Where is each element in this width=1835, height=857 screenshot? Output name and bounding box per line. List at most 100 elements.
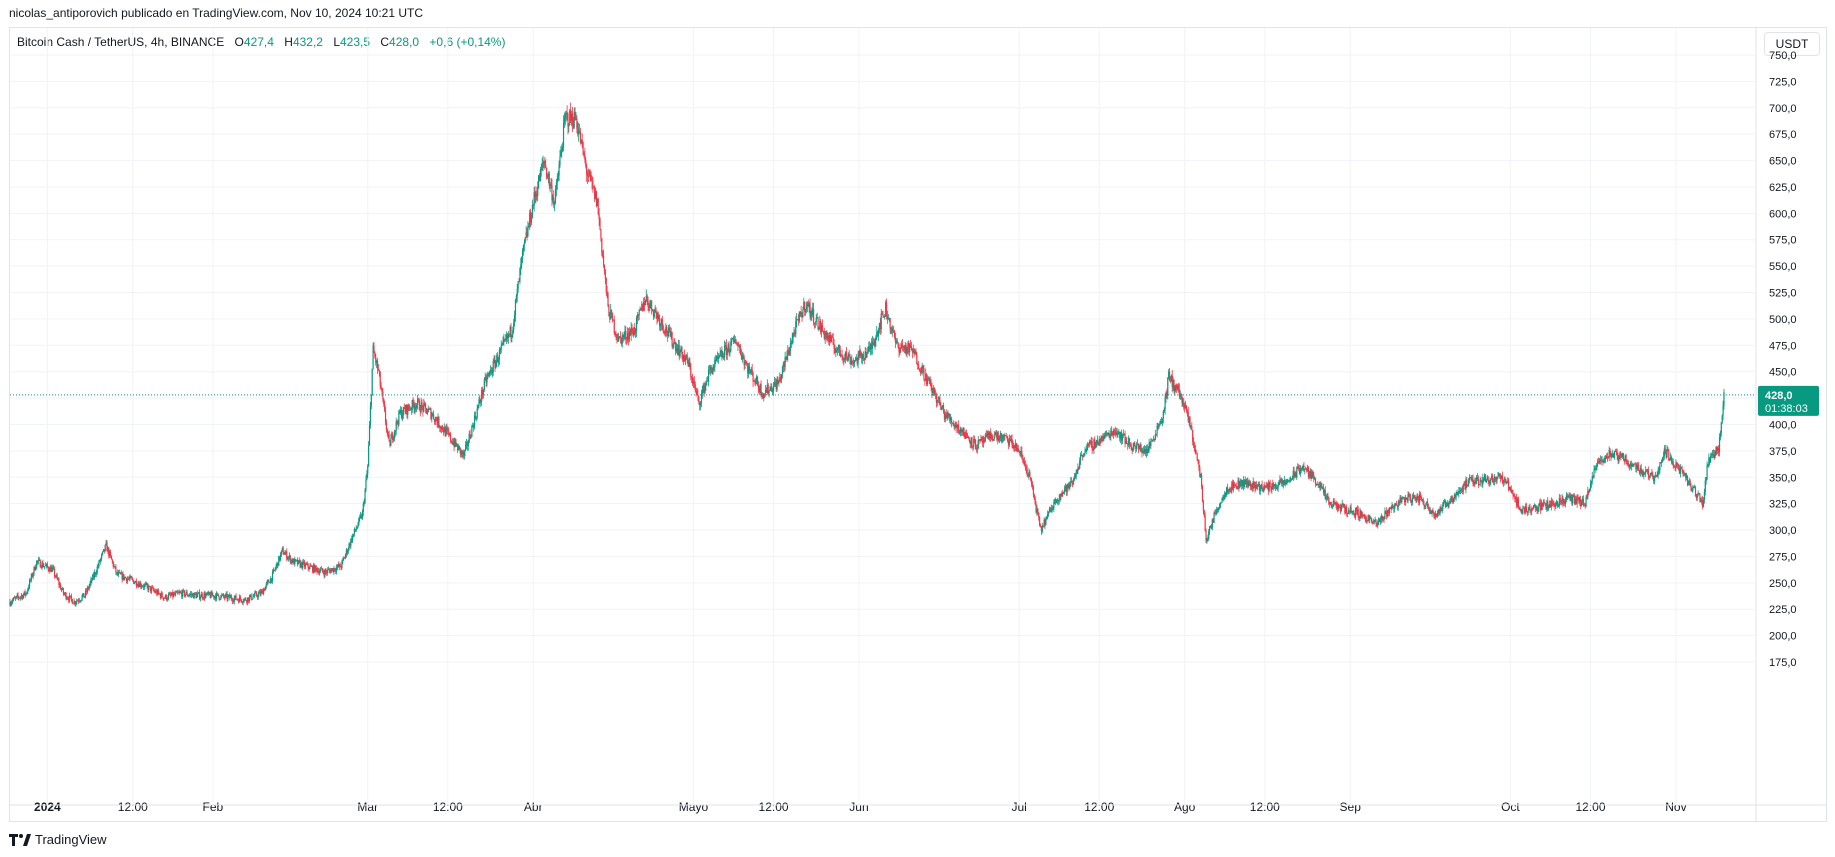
candle-down <box>570 110 572 121</box>
candle-down <box>926 373 928 385</box>
candle-up <box>1128 438 1130 446</box>
legend-high-label: H <box>284 35 293 49</box>
candle-down <box>1651 472 1653 476</box>
candle-down <box>910 346 913 351</box>
candle-up <box>966 437 969 438</box>
candle-down <box>774 381 776 384</box>
candle-up <box>1523 507 1525 509</box>
candle-down <box>209 594 211 598</box>
candle-down <box>392 433 394 441</box>
candle-up <box>1294 472 1296 477</box>
candle-down <box>326 571 328 573</box>
candle-down <box>435 417 437 421</box>
candle-up <box>1643 474 1645 476</box>
candle-up <box>270 578 272 584</box>
currency-button[interactable]: USDT <box>1764 32 1820 56</box>
candle-down <box>485 377 487 383</box>
candle-down <box>430 409 432 419</box>
candle-up <box>784 356 786 367</box>
candle-up <box>1162 411 1164 419</box>
candle-up <box>261 590 263 592</box>
candle-down <box>323 572 325 576</box>
candle-up <box>253 596 255 597</box>
candle-up <box>926 378 929 385</box>
candle-down <box>1582 498 1584 505</box>
candle-up <box>280 550 283 555</box>
candle-down <box>159 593 161 598</box>
candle-down <box>388 434 390 441</box>
candle-down <box>842 356 844 359</box>
candle-down <box>150 586 152 592</box>
candle-up <box>1473 481 1475 485</box>
candle-down <box>53 567 55 569</box>
candle-up <box>1299 467 1301 474</box>
candle-up <box>353 529 355 534</box>
candle-up <box>144 584 146 586</box>
candle-up <box>1208 531 1210 540</box>
candle-down <box>686 355 688 361</box>
candle-down <box>1131 450 1133 451</box>
candle-down <box>1120 432 1123 441</box>
candle-down <box>620 337 622 344</box>
candle-down <box>783 363 785 367</box>
candle-down <box>1195 452 1197 454</box>
candle-up <box>546 176 549 178</box>
candle-up <box>434 417 436 422</box>
candle-down <box>1032 486 1035 495</box>
candle-down <box>1541 503 1544 507</box>
candle-up <box>1538 504 1540 511</box>
candle-up <box>1292 470 1294 478</box>
candle-down <box>91 579 93 581</box>
candle-down <box>832 337 834 345</box>
candle-up <box>499 349 501 351</box>
candle-down <box>931 386 933 393</box>
candle-up <box>1362 514 1365 517</box>
candle-up <box>360 515 362 517</box>
y-tick-label: 200,0 <box>1769 631 1797 643</box>
candle-down <box>1281 479 1283 484</box>
candle-down <box>643 302 646 306</box>
candle-up <box>1548 504 1551 508</box>
candle-up <box>537 187 539 196</box>
chart-frame[interactable] <box>9 27 1827 822</box>
candle-down <box>662 325 664 331</box>
candle-up <box>1170 375 1172 382</box>
candle-up <box>1055 499 1058 504</box>
candle-up <box>1723 391 1725 406</box>
candle-down <box>1249 482 1252 487</box>
candle-down <box>296 560 299 565</box>
candle-up <box>729 350 731 352</box>
candle-up <box>1278 482 1280 486</box>
candle-up <box>998 437 1001 441</box>
candle-down <box>894 337 897 343</box>
candle-up <box>1287 480 1289 482</box>
candle-down <box>1672 461 1674 467</box>
candle-down <box>1261 484 1263 492</box>
candle-down <box>441 426 444 431</box>
candle-down <box>1371 521 1374 523</box>
candle-down <box>328 569 331 571</box>
candle-down <box>379 372 381 386</box>
candle-up <box>198 592 200 594</box>
candle-up <box>309 565 311 570</box>
candle-down <box>208 592 210 595</box>
candle-up <box>1659 462 1661 470</box>
candle-down <box>841 354 843 357</box>
candle-down <box>681 346 683 355</box>
candle-down <box>812 308 815 324</box>
candle-down <box>418 400 420 411</box>
candle-up <box>1395 503 1397 505</box>
candle-up <box>685 355 687 359</box>
candle-down <box>597 198 599 215</box>
candle-up <box>1225 487 1228 496</box>
candle-down <box>599 218 601 230</box>
candle-up <box>85 590 87 597</box>
candle-up <box>342 559 344 561</box>
candle-up <box>1666 449 1668 458</box>
candle-down <box>656 312 658 320</box>
candle-down <box>262 590 264 595</box>
candle-up <box>909 344 911 353</box>
candle-down <box>1398 501 1400 504</box>
candle-down <box>1413 495 1415 497</box>
